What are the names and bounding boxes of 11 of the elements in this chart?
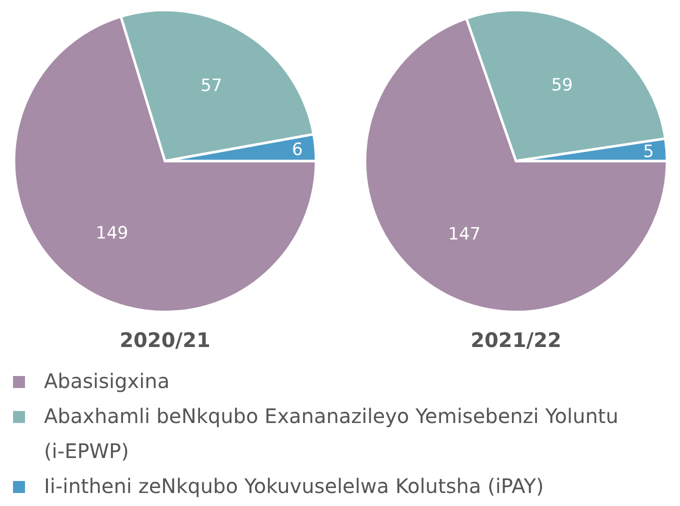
legend-label: Abaxhamli beNkqubo Exananazileyo Yemisebenzi Yoluntu (i-EPWP) — [44, 403, 620, 465]
data-label: 6 — [292, 140, 303, 160]
legend-label: Abasisigxina — [44, 368, 170, 395]
legend-label: Ii-intheni zeNkqubo Yokuvuselelwa Kolutsha (iPAY) — [44, 473, 544, 500]
text: 2021/22 — [470, 328, 562, 352]
data-label: 57 — [200, 76, 222, 96]
data-label: 5 — [643, 142, 654, 162]
text: 2020/21 — [120, 328, 210, 352]
data-label: 149 — [96, 224, 128, 244]
data-label: 59 — [551, 76, 573, 96]
data-label: 147 — [448, 224, 481, 245]
